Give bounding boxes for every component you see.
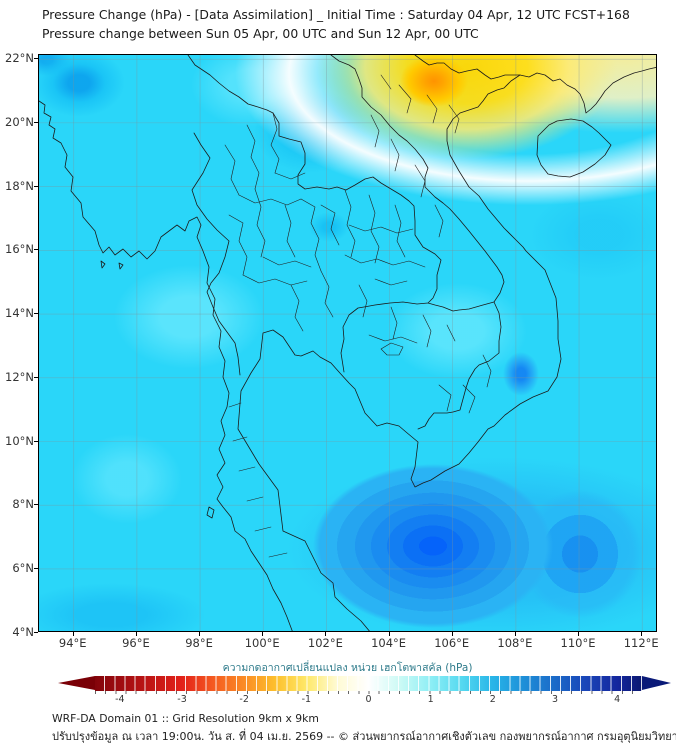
colorbar-tick-label: 3 — [551, 694, 558, 705]
lat-tick-mark — [34, 313, 38, 315]
lon-tick-mark — [451, 632, 453, 636]
lat-tick-mark — [34, 631, 38, 633]
colorbar-tick-label: 4 — [614, 694, 621, 705]
lat-tick-mark — [34, 121, 38, 123]
lon-tick-label: 100°E — [244, 636, 280, 650]
lat-tick-mark — [34, 567, 38, 569]
lat-tick-label: 4°N — [12, 624, 34, 639]
lon-tick-label: 102°E — [307, 636, 343, 650]
colorbar-tick-label: 0 — [365, 694, 372, 705]
border-laos-vietnam — [330, 55, 505, 312]
lat-tick-label: 22°N — [5, 51, 34, 66]
lon-tick-label: 106°E — [434, 636, 470, 650]
lat-tick-label: 18°N — [5, 178, 34, 193]
colorbar-segment-lines — [95, 676, 642, 691]
lon-tick-mark — [72, 632, 74, 636]
colorbar — [58, 676, 671, 691]
figure-subtitle: Pressure change between Sun 05 Apr, 00 U… — [42, 26, 479, 41]
graticule-gridlines — [39, 55, 656, 631]
lon-tick-label: 108°E — [497, 636, 533, 650]
lon-tick-mark — [199, 632, 201, 636]
delta-islands — [100, 260, 124, 270]
lat-tick-mark — [34, 376, 38, 378]
colorbar-tick-label: -3 — [177, 694, 187, 705]
colorbar-title: ความกดอากาศเปลี่ยนแปลง หน่วย เฮกโตพาสคัล… — [222, 662, 473, 674]
colorbar-tick-label: 1 — [427, 694, 434, 705]
lon-tick-mark — [325, 632, 327, 636]
lat-tick-mark — [34, 58, 38, 60]
hainan-island — [536, 118, 612, 178]
colorbar-underflow-arrow — [58, 676, 95, 690]
lon-tick-mark — [135, 632, 137, 636]
lon-tick-label: 104°E — [371, 636, 407, 650]
border-myanmar-china-laos — [187, 55, 274, 114]
lon-tick-mark — [514, 632, 516, 636]
phuket-island — [206, 506, 215, 519]
lat-tick-label: 16°N — [5, 242, 34, 257]
lat-tick-label: 12°N — [5, 369, 34, 384]
lat-tick-label: 20°N — [5, 114, 34, 129]
boundaries-layer — [39, 55, 656, 631]
lon-tick-label: 112°E — [623, 636, 659, 650]
colorbar-tick-label: -1 — [301, 694, 312, 705]
colorbar-tick-label: -2 — [239, 694, 249, 705]
footer-update-info: ปรับปรุงข้อมูล ณ เวลา 19:00น. วัน ส. ที่… — [52, 730, 676, 743]
lon-tick-label: 94°E — [58, 636, 87, 650]
coastline-west — [39, 100, 293, 631]
lat-tick-label: 14°N — [5, 306, 34, 321]
lon-tick-label: 110°E — [560, 636, 596, 650]
coastline-east — [237, 67, 656, 631]
border-china-vietnam — [414, 55, 521, 80]
colorbar-overflow-arrow — [642, 676, 671, 690]
lon-tick-mark — [262, 632, 264, 636]
lat-tick-mark — [34, 440, 38, 442]
lon-tick-mark — [641, 632, 643, 636]
lat-tick-mark — [34, 504, 38, 506]
figure-title: Pressure Change (hPa) - [Data Assimilati… — [42, 7, 630, 22]
border-thailand-laos-mekong — [272, 112, 442, 373]
map-plot-area — [38, 54, 657, 632]
lon-tick-label: 98°E — [185, 636, 213, 650]
footer-domain-info: WRF-DA Domain 01 :: Grid Resolution 9km … — [52, 712, 319, 725]
lon-tick-mark — [388, 632, 390, 636]
lon-tick-label: 96°E — [122, 636, 150, 650]
lon-tick-mark — [578, 632, 580, 636]
lat-tick-mark — [34, 249, 38, 251]
lat-tick-mark — [34, 185, 38, 187]
pressure-change-field — [39, 55, 656, 631]
lat-tick-label: 10°N — [5, 433, 34, 448]
colorbar-minor-ticks — [95, 691, 642, 694]
tonle-sap-lake — [380, 342, 404, 356]
colorbar-tick-label: -4 — [115, 694, 125, 705]
border-myanmar-thailand — [191, 132, 241, 376]
lat-tick-label: 8°N — [12, 497, 34, 512]
lat-tick-label: 6°N — [12, 560, 34, 575]
colorbar-tick-label: 2 — [489, 694, 496, 705]
